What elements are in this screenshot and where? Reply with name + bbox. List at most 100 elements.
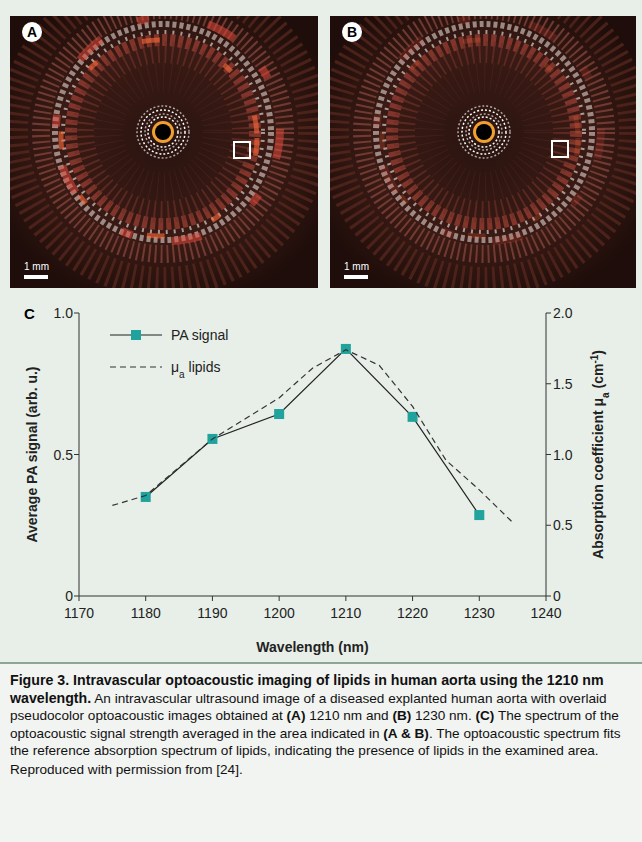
scale-bar-label: 1 mm: [344, 261, 369, 272]
speckle-ring: [362, 16, 606, 254]
x-tick: [279, 596, 280, 601]
speckle-ring: [429, 77, 539, 187]
catheter-ring: [141, 110, 185, 154]
speckle-ring: [384, 32, 584, 232]
x-tick: [412, 596, 413, 601]
x-tick-label: 1240: [530, 605, 561, 621]
catheter-ring: [458, 106, 510, 158]
x-tick: [546, 596, 547, 601]
caption-text: 1230 nm.: [411, 708, 475, 723]
image-panel: [330, 16, 636, 288]
panel-label-badge: [342, 22, 362, 42]
y2-axis-label: Absorption coefficient μa (cm-1): [589, 350, 611, 559]
y2-tick: [546, 596, 551, 597]
speckle-ring: [108, 77, 218, 187]
scale-bar-label: 1 mm: [24, 261, 49, 272]
x-tick: [345, 596, 346, 601]
speckle-ring: [41, 16, 285, 254]
y2-tick-label: 1.5: [553, 376, 573, 392]
scale-bar: [344, 275, 368, 279]
panel-label: C: [24, 305, 35, 322]
catheter-ring: [137, 106, 189, 158]
optoacoustic-signal: [377, 17, 601, 241]
x-tick-label: 1220: [397, 605, 428, 621]
x-axis-label: Wavelength (nm): [256, 639, 368, 655]
y-tick-label: 0: [65, 588, 73, 604]
y-tick: [74, 313, 79, 314]
caption-ref: (C): [476, 708, 495, 723]
legend-marker: [131, 330, 141, 340]
legend-part: lipids: [185, 359, 221, 375]
catheter-ring: [148, 117, 178, 147]
series-marker: [274, 409, 284, 419]
y2-tick: [546, 383, 551, 384]
roi-square: [552, 141, 568, 157]
x-tick-label: 1180: [131, 605, 161, 621]
optoacoustic-signal: [382, 40, 578, 236]
x-tick-label: 1190: [197, 605, 227, 621]
x-axis: [79, 596, 546, 597]
optoacoustic-signal: [56, 17, 280, 241]
y2-tick-label: 2.0: [553, 305, 573, 321]
credit: Reproduced with permission from [24].: [10, 761, 632, 779]
y2-tick: [546, 454, 551, 455]
x-tick-label: 1170: [64, 605, 94, 621]
panel-label: A: [27, 24, 37, 40]
catheter-ring: [462, 110, 506, 154]
plot-area: [112, 344, 512, 522]
y2-tick-label: 0: [553, 588, 561, 604]
caption: Figure 3. Intravascular optoacoustic ima…: [0, 662, 642, 842]
catheter-ring: [469, 117, 499, 147]
label-part: ): [590, 350, 606, 355]
catheter-ring: [145, 114, 181, 150]
y2-tick-label: 1.0: [553, 447, 573, 463]
optoacoustic-signal: [61, 40, 257, 236]
x-tick: [479, 596, 480, 601]
series-marker: [341, 344, 351, 354]
y-tick: [74, 596, 79, 597]
x-tick-label: 1210: [330, 605, 361, 621]
series-marker: [474, 510, 484, 520]
catheter-ring: [466, 114, 502, 150]
image-panel: [10, 16, 318, 288]
legend-label: μa lipids: [171, 359, 220, 380]
catheter-core: [476, 124, 492, 140]
label-part: Absorption coefficient μ: [590, 398, 606, 559]
series-marker: [408, 412, 418, 422]
caption-ref: (A & B): [383, 726, 429, 741]
y-tick-label: 0.5: [54, 447, 74, 463]
panel-label-badge: [22, 22, 42, 42]
scale-bar: [24, 275, 48, 279]
x-tick-label: 1200: [264, 605, 295, 621]
caption-ref: (A): [287, 708, 306, 723]
y2-tick: [546, 313, 551, 314]
x-tick: [145, 596, 146, 601]
caption-text: 1210 nm and: [305, 708, 392, 723]
legend-label: PA signal: [171, 327, 228, 343]
x-tick: [212, 596, 213, 601]
legend-line: [110, 366, 162, 367]
y2-tick-label: 0.5: [553, 517, 573, 533]
x-tick: [79, 596, 80, 601]
speckle-ring: [63, 32, 263, 232]
series-line: [112, 350, 512, 523]
catheter: [152, 121, 174, 143]
y-tick: [74, 454, 79, 455]
speckle-ring: [13, 16, 313, 282]
x-tick-label: 1230: [464, 605, 495, 621]
roi-square: [234, 142, 250, 158]
label-part: (cm: [590, 364, 606, 393]
legend-part: μ: [171, 359, 179, 375]
catheter: [473, 121, 495, 143]
y-tick-label: 1.0: [54, 305, 74, 321]
speckle-ring: [83, 52, 243, 212]
caption-ref: (B): [392, 708, 411, 723]
catheter-core: [155, 124, 171, 140]
body: Figure 3. Intravascular optoacoustic ima…: [10, 672, 632, 760]
panel-label: B: [347, 24, 357, 40]
series-line: [146, 349, 480, 515]
y-axis-label: Average PA signal (arb. u.): [24, 366, 40, 542]
y2-tick: [546, 525, 551, 526]
speckle-ring: [334, 16, 634, 282]
speckle-ring: [404, 52, 564, 212]
